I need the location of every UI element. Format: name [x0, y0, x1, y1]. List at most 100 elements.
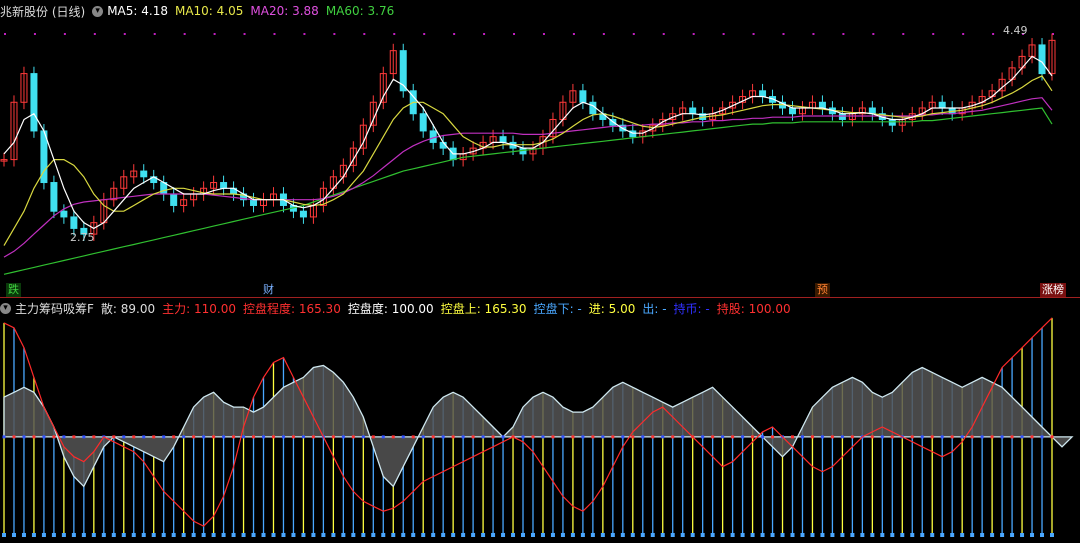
base-dot [441, 533, 446, 537]
zero-marker [361, 435, 365, 439]
zero-marker [341, 435, 345, 439]
collapse-icon[interactable]: ▾ [92, 5, 104, 17]
zero-marker [601, 435, 605, 439]
zero-marker [271, 435, 275, 439]
zero-marker [301, 435, 305, 439]
base-dot [101, 533, 106, 537]
zero-marker [491, 435, 495, 439]
candle-body [299, 210, 307, 218]
base-dot [431, 533, 436, 537]
base-dot [361, 533, 366, 537]
zero-marker [441, 435, 445, 439]
zero-marker [1040, 435, 1044, 439]
zero-marker [52, 435, 56, 439]
zero-marker [1010, 435, 1014, 439]
zero-marker [152, 435, 156, 439]
signal-dot [572, 33, 575, 35]
signal-dot [902, 33, 905, 35]
base-dot [331, 533, 336, 537]
zero-marker [411, 435, 415, 439]
base-dot [291, 533, 296, 537]
base-dot [610, 533, 615, 537]
zero-marker [182, 435, 186, 439]
base-dot [11, 533, 16, 537]
signal-dot [1052, 33, 1054, 35]
zero-marker [800, 435, 804, 439]
panel-divider [0, 297, 1080, 298]
signal-dot [662, 33, 665, 35]
base-dot [830, 533, 835, 537]
base-dot [590, 533, 595, 537]
signal-dot [63, 33, 66, 35]
signal-dot [93, 33, 96, 35]
base-dot [71, 533, 76, 537]
zero-marker [561, 435, 565, 439]
candle-body [60, 210, 68, 218]
base-dot [501, 533, 506, 537]
zero-marker [890, 435, 894, 439]
zero-marker [990, 435, 994, 439]
base-dot [391, 533, 396, 537]
base-dot [770, 533, 775, 537]
candle-body [759, 90, 767, 98]
candle-body [80, 227, 88, 235]
zero-marker [461, 435, 465, 439]
base-dot [21, 533, 26, 537]
zero-marker [521, 435, 525, 439]
event-tag-fall[interactable]: 跌 [6, 283, 21, 297]
base-dot [171, 533, 176, 537]
zero-marker [830, 435, 834, 439]
signal-dot [722, 33, 725, 35]
event-tag-rank[interactable]: 涨榜 [1040, 283, 1066, 297]
event-tag-forecast[interactable]: 预 [815, 283, 830, 297]
zero-marker [112, 435, 116, 439]
signal-dot [752, 33, 755, 35]
base-dot [191, 533, 196, 537]
indicator-value-1: 主力: 110.00 [162, 301, 236, 316]
zero-marker [1000, 435, 1004, 439]
ma5-label: MA5: 4.18 [107, 4, 168, 18]
stock-title[interactable]: 兆新股份 (日线) [0, 4, 86, 19]
base-dot [511, 533, 516, 537]
base-dot [820, 533, 825, 537]
candle-body [419, 113, 427, 132]
gray-area [3, 364, 1074, 488]
zero-marker [1030, 435, 1034, 439]
indicator-value-3: 控盘度: 100.00 [347, 301, 434, 316]
candle-body [349, 147, 357, 166]
zero-marker [771, 435, 775, 439]
ma60-label: MA60: 3.76 [325, 4, 395, 18]
candle-body [120, 176, 128, 189]
indicator-title[interactable]: 主力筹码吸筹F [15, 301, 94, 316]
zero-marker [820, 435, 824, 439]
zero-marker [681, 435, 685, 439]
signal-dot [333, 33, 336, 35]
candle-body [379, 73, 387, 103]
candle-body [579, 90, 587, 103]
signal-dot [183, 33, 186, 35]
base-dot [710, 533, 715, 537]
candle-body [140, 170, 148, 178]
base-dot [321, 533, 326, 537]
event-tag-finance[interactable]: 财 [263, 283, 274, 296]
zero-marker [761, 435, 765, 439]
signal-dot [423, 33, 426, 35]
zero-marker [701, 435, 705, 439]
zero-marker [731, 435, 735, 439]
base-dot [1050, 533, 1054, 537]
base-dot [411, 533, 416, 537]
base-dot [31, 533, 36, 537]
candle-body [938, 101, 946, 109]
zero-marker [661, 435, 665, 439]
base-dot [930, 533, 935, 537]
collapse-icon[interactable]: ▾ [0, 302, 11, 314]
candle-body [0, 159, 8, 162]
zero-marker [790, 435, 794, 439]
zero-marker [481, 435, 485, 439]
base-dot [481, 533, 486, 537]
base-dot [790, 533, 795, 537]
ma60-line [3, 107, 1053, 275]
signal-dot [602, 33, 605, 35]
base-dot [161, 533, 166, 537]
signal-dot [513, 33, 516, 35]
